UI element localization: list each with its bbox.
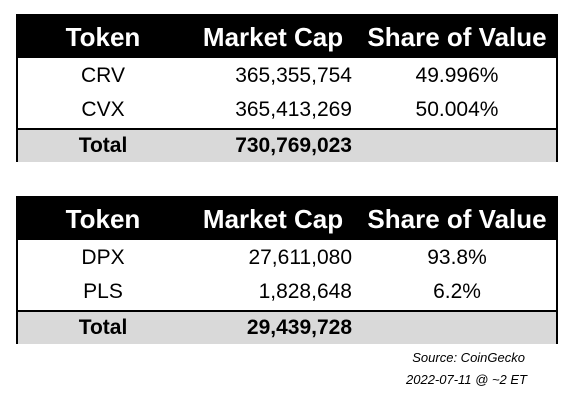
header-share-of-value: Share of Value [367,21,547,52]
header-share-of-value: Share of Value [367,203,547,234]
market-cap-table-crv-cvx: Token Market Cap Share of Value CRV 365,… [16,14,558,162]
header-token: Token [65,203,141,234]
token-cell: PLS [83,280,123,303]
share-cell: 93.8% [427,246,487,269]
market-cap-cell: 365,413,269 [235,98,352,121]
token-cell: CRV [81,64,125,87]
table-row: DPX 27,611,080 93.8% [18,241,556,275]
table-row: CVX 365,413,269 50.004% [18,93,556,127]
table-row: PLS 1,828,648 6.2% [18,275,556,309]
source-note: Source: CoinGecko [412,350,525,365]
market-cap-table-dpx-pls: Token Market Cap Share of Value DPX 27,6… [16,196,558,344]
total-row: Total 29,439,728 [18,310,556,344]
total-row: Total 730,769,023 [18,128,556,162]
share-cell: 50.004% [415,98,499,121]
market-cap-cell: 1,828,648 [258,280,352,303]
table-header-row: Token Market Cap Share of Value [18,16,556,58]
total-label: Total [78,134,128,157]
table-header-row: Token Market Cap Share of Value [18,198,556,240]
table-row: CRV 365,355,754 49.996% [18,59,556,93]
market-cap-cell: 27,611,080 [248,246,352,269]
header-market-cap: Market Cap [202,203,344,234]
header-market-cap: Market Cap [202,21,344,52]
date-note: 2022-07-11 @ ~2 ET [406,372,527,387]
market-cap-cell: 365,355,754 [235,64,352,87]
total-market-cap: 730,769,023 [235,134,352,157]
total-label: Total [78,316,128,339]
token-cell: DPX [81,246,125,269]
total-market-cap: 29,439,728 [246,316,352,339]
token-cell: CVX [81,98,125,121]
share-cell: 6.2% [433,280,481,303]
share-cell: 49.996% [415,64,499,87]
header-token: Token [65,21,141,52]
